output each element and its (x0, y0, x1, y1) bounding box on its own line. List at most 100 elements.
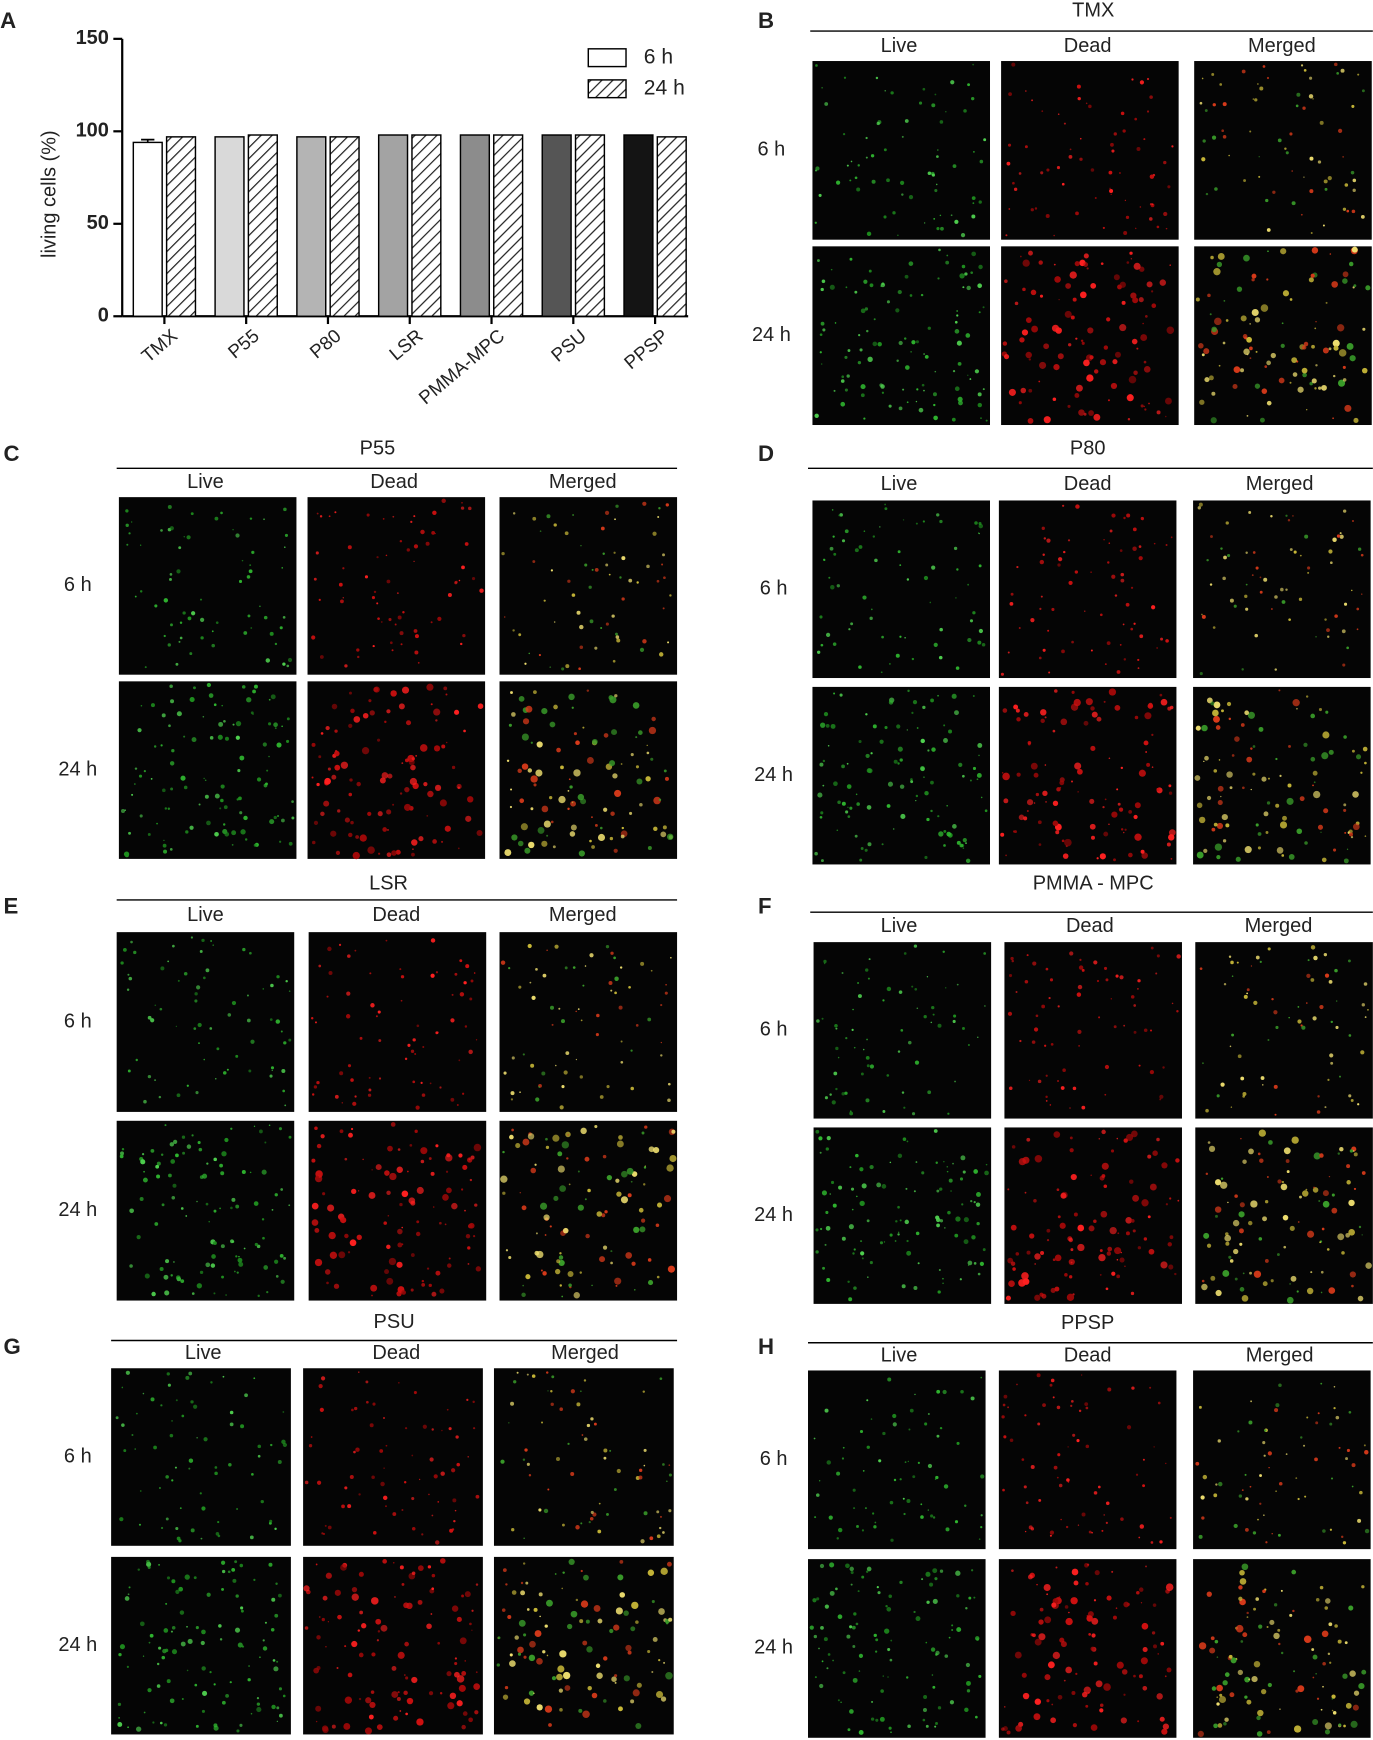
cell-dot (372, 644, 375, 648)
cell-dot (897, 746, 903, 752)
cell-dot (401, 1226, 403, 1229)
cell-dot (865, 713, 868, 716)
cell-dot (956, 568, 959, 571)
cell-dot (1062, 504, 1065, 507)
cell-dot (1077, 96, 1081, 101)
cell-dot (961, 264, 966, 269)
legend-label: 24 h (644, 76, 685, 99)
cell-dot (243, 1247, 246, 1250)
cell-dot (1026, 809, 1029, 812)
cell-dot (659, 1515, 662, 1518)
cell-dot (1210, 1636, 1215, 1641)
cell-dot (1080, 339, 1084, 343)
cell-dot (616, 1140, 624, 1148)
cell-dot (655, 1690, 664, 1699)
cell-dot (1273, 1632, 1280, 1640)
cell-dot (235, 533, 240, 538)
cell-dot (250, 627, 253, 629)
micrograph (307, 681, 486, 860)
cell-dot (165, 1602, 168, 1605)
cell-dot (1322, 224, 1325, 227)
cell-dot (660, 1003, 663, 1007)
cell-dot (874, 1521, 877, 1524)
cell-dot (315, 1720, 318, 1723)
cell-dot (1159, 1098, 1162, 1101)
cell-dot (556, 1259, 561, 1264)
cell-dot (279, 1713, 283, 1718)
cell-dot (1225, 823, 1230, 828)
cell-dot (963, 1239, 969, 1245)
cell-dot (913, 1286, 918, 1291)
cell-dot (662, 1531, 665, 1534)
cell-dot (915, 400, 918, 403)
cell-dot (576, 610, 581, 615)
cell-dot (1240, 1640, 1244, 1643)
cell-dot (1220, 1177, 1224, 1180)
cell-dot (950, 80, 955, 85)
cell-dot (1116, 1137, 1119, 1140)
cell-dot (1018, 626, 1021, 629)
cell-dot (1123, 1601, 1130, 1608)
cell-dot (1068, 580, 1073, 586)
cell-dot (1135, 1473, 1139, 1476)
micrograph (1193, 1370, 1371, 1550)
cell-dot (1217, 785, 1224, 792)
cell-dot (1367, 1009, 1369, 1011)
cell-dot (386, 852, 392, 858)
cell-dot (970, 1396, 975, 1401)
cell-dot (897, 289, 902, 295)
cell-dot (571, 593, 576, 597)
cell-dot (445, 1170, 449, 1173)
cell-dot (640, 961, 645, 966)
cell-dot (502, 1150, 505, 1154)
cell-dot (383, 1467, 385, 1469)
cell-dot (546, 949, 548, 952)
cell-dot (123, 851, 130, 857)
cell-dot (226, 1068, 229, 1071)
cell-dot (662, 825, 667, 830)
cell-dot (1331, 1694, 1336, 1699)
cell-dot (1285, 514, 1288, 517)
cell-dot (1263, 1454, 1266, 1457)
cell-dot (316, 782, 320, 787)
cell-dot (634, 1289, 636, 1291)
cell-dot (1116, 1258, 1119, 1261)
cell-dot (1051, 324, 1060, 332)
cell-dot (1271, 997, 1274, 1001)
cell-dot (552, 1134, 560, 1142)
micrograph (111, 1368, 291, 1546)
cell-dot (846, 762, 849, 765)
cell-dot (605, 563, 609, 567)
micrograph-background (1194, 246, 1372, 426)
cell-dot (223, 719, 226, 723)
cell-dot (1210, 255, 1214, 260)
cell-dot (1352, 823, 1360, 831)
cell-dot (224, 831, 230, 837)
cell-dot (813, 1634, 817, 1639)
cell-dot (319, 655, 324, 659)
cell-dot (127, 973, 130, 976)
cell-dot (1056, 1405, 1061, 1410)
cell-dot (238, 579, 243, 584)
cell-dot (1258, 175, 1261, 178)
cell-dot (1297, 1685, 1305, 1693)
cell-dot (911, 711, 914, 714)
cell-dot (930, 780, 934, 785)
cell-dot (185, 830, 189, 834)
cell-dot (1201, 353, 1205, 357)
cell-dot (901, 1091, 905, 1094)
cell-dot (852, 1645, 856, 1648)
cell-dot (1076, 1439, 1080, 1443)
cell-dot (269, 1074, 273, 1078)
cell-dot (967, 1260, 973, 1266)
cell-dot (581, 1434, 584, 1436)
cell-dot (352, 851, 360, 860)
cell-dot (535, 1097, 540, 1102)
cell-dot (421, 1093, 426, 1097)
cell-dot (1240, 315, 1247, 322)
cell-dot (964, 272, 968, 276)
cell-dot (976, 1192, 981, 1197)
cell-dot (1328, 1287, 1336, 1294)
cell-dot (168, 1173, 172, 1178)
cell-dot (580, 1127, 587, 1135)
